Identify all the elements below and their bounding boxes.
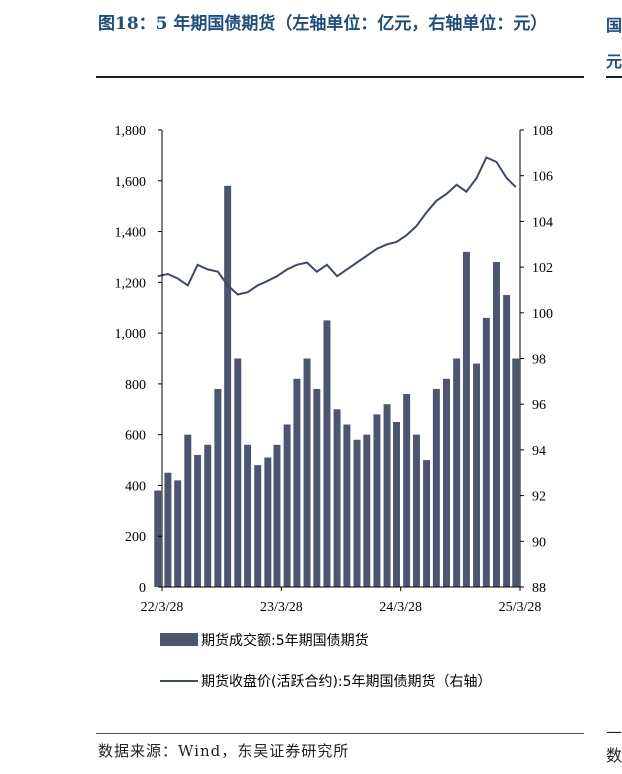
adjacent-panel-fragment: 国 bbox=[606, 16, 622, 35]
x-tick-label: 22/3/28 bbox=[141, 600, 184, 615]
y-left-tick-label: 800 bbox=[125, 378, 146, 393]
y-right-tick-label: 96 bbox=[532, 398, 546, 413]
volume-bar bbox=[273, 444, 281, 587]
volume-bar bbox=[492, 262, 500, 587]
volume-bar bbox=[373, 414, 381, 587]
y-right-tick-label: 102 bbox=[532, 261, 553, 276]
volume-bar bbox=[423, 460, 431, 587]
legend-line-label: 期货收盘价(活跃合约):5年期国债期货（右轴） bbox=[201, 673, 492, 690]
y-left-tick-label: 600 bbox=[125, 429, 146, 444]
y-left-tick-label: 1,600 bbox=[115, 175, 147, 190]
volume-bar bbox=[293, 378, 301, 587]
chart-canvas: 0 200 400 600 800 1,000 1,200 1,400 1,600 1,800 88… bbox=[115, 124, 554, 690]
volume-bar bbox=[254, 465, 262, 587]
volume-bar bbox=[353, 439, 361, 587]
volume-bar bbox=[244, 444, 252, 587]
volume-bar bbox=[184, 434, 192, 587]
volume-bar bbox=[204, 444, 212, 587]
y-right-tick-label: 90 bbox=[532, 535, 546, 550]
y-right-tick-label: 108 bbox=[532, 124, 553, 139]
y-right-tick-label: 98 bbox=[532, 353, 546, 368]
volume-bar bbox=[164, 472, 172, 587]
volume-bar bbox=[432, 388, 440, 587]
volume-bar bbox=[303, 358, 311, 587]
y-left-tick-label: 1,800 bbox=[115, 124, 147, 139]
chart-title: 图18：5 年期国债期货（左轴单位：亿元，右轴单位：元） bbox=[98, 14, 548, 34]
legend: 期货成交额:5年期国债期货 期货收盘价(活跃合约):5年期国债期货（右轴） bbox=[160, 632, 492, 690]
legend-bar-swatch bbox=[160, 633, 198, 646]
volume-bar bbox=[443, 378, 450, 587]
y-right-tick-label: 88 bbox=[532, 581, 546, 596]
volume-bar bbox=[453, 358, 461, 587]
legend-bar-label: 期货成交额:5年期国债期货 bbox=[201, 632, 369, 649]
volume-bar bbox=[383, 404, 391, 587]
volume-bar bbox=[283, 424, 291, 587]
title-rule bbox=[96, 76, 584, 78]
x-tick-label: 24/3/28 bbox=[379, 600, 422, 615]
y-right-tick-label: 92 bbox=[532, 490, 546, 505]
y-left-tick-label: 0 bbox=[139, 581, 146, 596]
volume-bar bbox=[194, 454, 202, 587]
y-right-tick-label: 100 bbox=[532, 307, 553, 322]
source-rule bbox=[96, 733, 584, 734]
adjacent-panel-fragment: 元 bbox=[606, 52, 622, 71]
volume-bar bbox=[512, 358, 520, 587]
volume-bar bbox=[154, 490, 162, 587]
y-left-tick-label: 400 bbox=[125, 479, 146, 494]
y-left-tick-label: 1,400 bbox=[115, 226, 147, 241]
volume-bar bbox=[174, 480, 182, 587]
volume-bar bbox=[343, 424, 351, 587]
bar-series bbox=[154, 185, 520, 587]
x-tick-label: 23/3/28 bbox=[260, 600, 303, 615]
volume-bar bbox=[313, 388, 321, 587]
adjacent-panel-rule bbox=[606, 76, 622, 78]
volume-bar bbox=[412, 434, 420, 587]
y-left-tick-label: 1,000 bbox=[115, 327, 147, 342]
volume-bar bbox=[473, 363, 481, 587]
axis-ticks: 0 200 400 600 800 1,000 1,200 1,400 1,600 1,800 88… bbox=[115, 124, 554, 615]
adjacent-panel-fragment: 数 bbox=[606, 746, 622, 765]
volume-bar bbox=[224, 185, 232, 587]
volume-bar bbox=[264, 457, 272, 587]
volume-bar bbox=[363, 434, 371, 587]
x-tick-label: 25/3/28 bbox=[499, 600, 542, 615]
y-right-tick-label: 106 bbox=[532, 170, 553, 185]
y-right-tick-label: 94 bbox=[532, 444, 546, 459]
y-left-tick-label: 1,200 bbox=[115, 276, 147, 291]
y-right-tick-label: 104 bbox=[532, 215, 553, 230]
source-note: 数据来源：Wind，东吴证券研究所 bbox=[98, 742, 350, 760]
volume-bar bbox=[214, 388, 222, 587]
volume-bar bbox=[503, 295, 511, 587]
volume-bar bbox=[333, 409, 341, 587]
volume-bar bbox=[462, 251, 470, 587]
volume-bar bbox=[323, 320, 331, 587]
y-left-tick-label: 200 bbox=[125, 530, 146, 545]
adjacent-panel-fragment: — bbox=[606, 722, 622, 741]
price-line bbox=[157, 156, 517, 296]
volume-bar bbox=[482, 317, 490, 587]
volume-bar bbox=[234, 358, 242, 587]
volume-bar bbox=[393, 421, 401, 587]
volume-bar bbox=[403, 394, 411, 587]
